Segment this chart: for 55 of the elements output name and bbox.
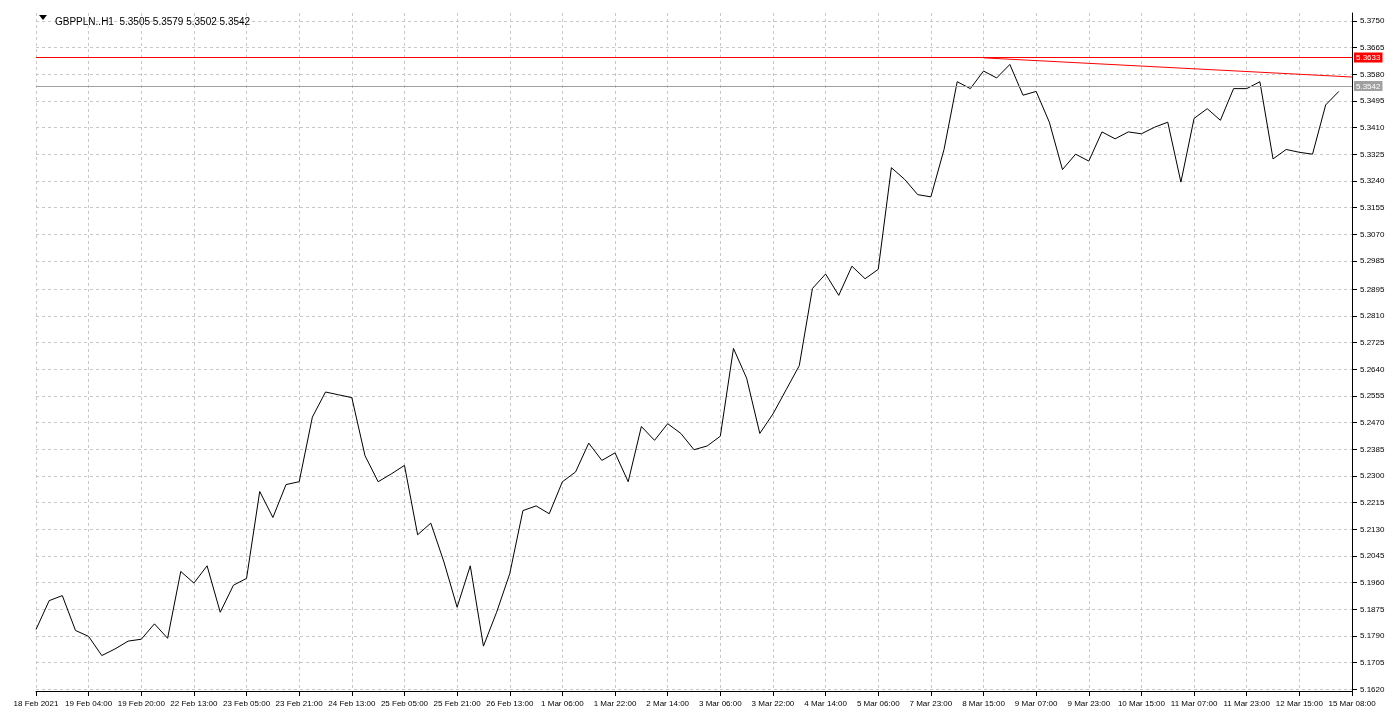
x-tick-label: 25 Feb 05:00	[380, 698, 429, 708]
x-tick-label: 1 Mar 06:00	[541, 698, 585, 708]
x-tick-label: 15 Mar 08:00	[1328, 698, 1377, 708]
y-tick-label: 5.2385	[1360, 444, 1386, 454]
x-tick-label: 24 Feb 13:00	[328, 698, 376, 708]
x-tick-label: 11 Mar 07:00	[1170, 698, 1218, 708]
x-tick-label: 9 Mar 23:00	[1067, 698, 1111, 708]
y-tick-label: 5.2640	[1360, 364, 1386, 374]
chart-title: GBPPLN..H1 5.3505 5.3579 5.3502 5.3542	[55, 15, 251, 27]
x-tick-label: 19 Feb 04:00	[65, 698, 113, 708]
y-tick-label: 5.3155	[1360, 203, 1386, 213]
x-tick-label: 5 Mar 06:00	[856, 698, 901, 708]
x-tick-label: 22 Feb 13:00	[170, 698, 219, 708]
y-tick-label: 5.1705	[1360, 657, 1386, 667]
y-tick-label: 5.1960	[1360, 577, 1386, 587]
x-tick-label: 11 Mar 23:00	[1223, 698, 1271, 708]
y-tick-label: 5.3240	[1360, 176, 1386, 186]
y-tick-label: 5.1790	[1360, 631, 1386, 641]
y-tick-label: 5.2300	[1360, 471, 1386, 481]
y-tick-label: 5.2555	[1360, 391, 1386, 401]
x-tick-label: 26 Feb 13:00	[486, 698, 534, 708]
x-tick-label: 9 Mar 07:00	[1014, 698, 1059, 708]
x-tick-label: 10 Mar 15:00	[1117, 698, 1166, 708]
y-tick-label: 5.1875	[1360, 604, 1386, 614]
y-tick-label: 5.3410	[1360, 123, 1386, 133]
x-tick-label: 23 Feb 05:00	[222, 698, 271, 708]
x-tick-label: 8 Mar 15:00	[962, 698, 1006, 708]
ref-line-label: 5.3542	[1356, 81, 1382, 91]
x-tick-label: 3 Mar 22:00	[751, 698, 795, 708]
y-tick-label: 5.2810	[1360, 311, 1386, 321]
x-tick-label: 2 Mar 14:00	[646, 698, 690, 708]
y-tick-label: 5.3495	[1360, 96, 1386, 106]
y-tick-label: 5.3750	[1360, 16, 1386, 26]
y-tick-label: 5.3665	[1360, 43, 1386, 53]
x-tick-label: 7 Mar 23:00	[909, 698, 953, 708]
x-tick-label: 3 Mar 06:00	[698, 698, 743, 708]
y-tick-label: 5.1620	[1360, 684, 1386, 694]
y-tick-label: 5.2985	[1360, 256, 1386, 266]
y-tick-label: 5.2215	[1360, 497, 1386, 507]
x-tick-label: 18 Feb 2021	[13, 698, 60, 708]
y-tick-label: 5.2130	[1360, 524, 1386, 534]
ref-line-label: 5.3633	[1356, 53, 1382, 63]
x-tick-label: 4 Mar 14:00	[804, 698, 848, 708]
x-tick-label: 1 Mar 22:00	[593, 698, 637, 708]
y-tick-label: 5.3325	[1360, 149, 1386, 159]
x-tick-label: 25 Feb 21:00	[433, 698, 482, 708]
x-tick-label: 19 Feb 20:00	[117, 698, 166, 708]
y-tick-label: 5.3580	[1360, 69, 1386, 79]
y-tick-label: 5.2470	[1360, 417, 1386, 427]
y-tick-label: 5.2045	[1360, 551, 1386, 561]
y-tick-label: 5.2895	[1360, 284, 1386, 294]
y-tick-label: 5.3070	[1360, 229, 1386, 239]
x-tick-label: 23 Feb 21:00	[275, 698, 324, 708]
x-tick-label: 12 Mar 15:00	[1275, 698, 1324, 708]
y-tick-label: 5.2725	[1360, 337, 1386, 347]
